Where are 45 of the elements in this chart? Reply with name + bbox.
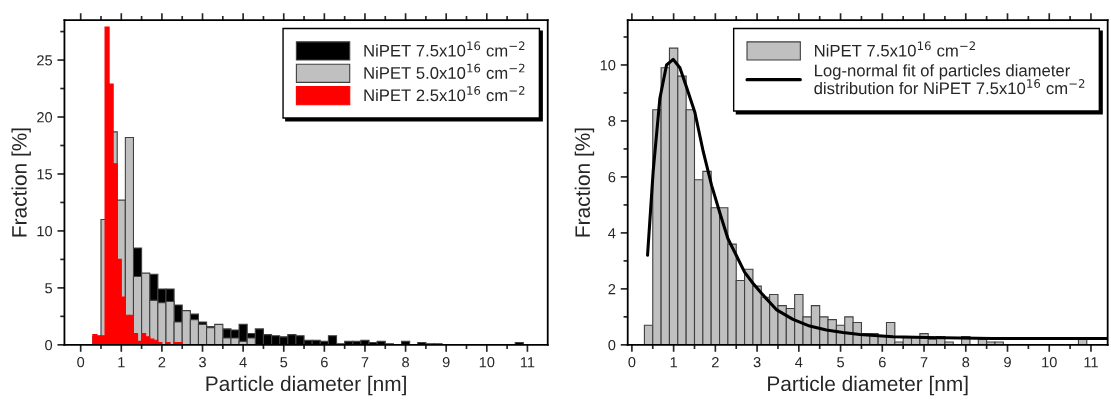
x-tick-label: 4 [795,357,803,368]
x-tick-label: 11 [1084,357,1098,368]
y-tick-label: 10 [600,60,616,71]
x-tick-label: 4 [239,357,247,368]
legend-label: NiPET 7.5x10$^{16}$ cm$^{−2}$ [815,41,975,57]
y-tick-label: 0 [45,339,53,351]
y-tick-label: 0 [608,339,616,351]
y-tick-label: 2 [608,283,616,295]
x-tick-label: 11 [520,357,535,368]
x-tick-label: 0 [628,357,636,368]
x-tick-label: 10 [1042,357,1057,368]
legend-label: NiPET 5.0x10$^{16}$ cm$^{−2}$ [364,63,525,79]
x-tick-label: 6 [321,357,328,368]
x-tick-label: 6 [878,357,886,368]
x-tick-label: 1 [670,357,677,368]
x-axis-title: Particle diameter [nm] [206,375,406,396]
y-tick-label: 10 [37,226,53,237]
y-tick-label: 20 [37,112,53,123]
x-axis-title: Particle diameter [nm] [768,375,968,396]
x-tick-label: 5 [837,357,845,368]
x-tick-label: 8 [962,357,970,368]
y-tick-label: 25 [37,55,53,66]
x-tick-label: 9 [442,357,450,368]
x-tick-label: 8 [402,357,409,368]
y-axis-title: Fraction [%] [11,128,31,237]
x-tick-label: 5 [280,357,288,368]
y-tick-label: 8 [608,116,616,127]
y-tick-label: 15 [37,169,53,180]
x-tick-label: 2 [712,357,719,368]
x-tick-label: 1 [118,357,125,368]
x-tick-label: 10 [479,357,495,368]
y-axis-title: Fraction [%] [574,128,595,237]
legend-label: NiPET 2.5x10$^{16}$ cm$^{−2}$ [364,86,525,102]
y-tick-label: 5 [45,283,53,294]
x-tick-label: 2 [158,357,166,368]
x-tick-label: 9 [1004,357,1011,368]
x-tick-label: 3 [753,357,761,368]
legend-label: Log-normal fit of particles diameter distribution for NiPET 7.5x10$^{16}$ cm$^{−2}$ [814,64,1085,95]
x-tick-label: 3 [199,357,206,368]
legend-label: NiPET 7.5x10$^{16}$ cm$^{−2}$ [364,41,525,57]
y-tick-label: 4 [608,228,616,239]
x-tick-label: 7 [920,357,928,368]
x-tick-label: 0 [77,357,85,368]
x-tick-label: 7 [361,357,369,368]
y-tick-label: 6 [608,172,616,183]
